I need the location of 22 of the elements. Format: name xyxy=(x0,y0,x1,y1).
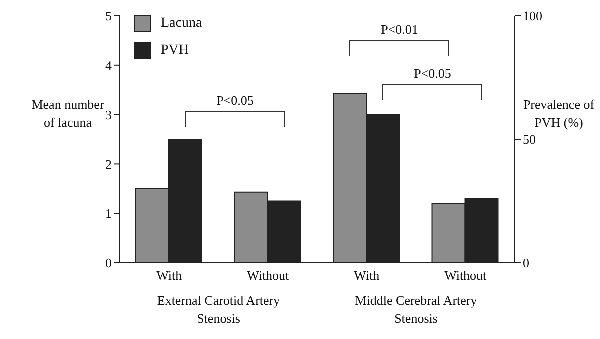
y2-axis-title: Prevalence of PVH (%) xyxy=(522,96,596,132)
text: External Carotid Artery Stenosis xyxy=(156,292,282,328)
x-tick-label: With xyxy=(354,268,380,284)
legend-label: Lacuna xyxy=(161,16,202,32)
annotation: P<0.05 xyxy=(216,93,255,110)
y2-tick-label: 50 xyxy=(523,132,536,148)
x-tick-label: Without xyxy=(247,268,290,284)
x-tick-label: With xyxy=(156,268,183,284)
annotation: P<0.01 xyxy=(380,22,420,38)
annotation: P<0.05 xyxy=(413,66,452,82)
legend-label: PVH xyxy=(161,42,190,58)
y2-tick-label: 0 xyxy=(523,256,530,271)
y2-tick-label: 100 xyxy=(523,8,542,24)
y-tick-label: 4 xyxy=(106,58,112,74)
y-tick-label: 2 xyxy=(106,156,112,172)
y-tick-label: 3 xyxy=(106,107,112,122)
text: Middle Cerebral Artery Stenosis xyxy=(354,292,478,328)
y-tick-label: 1 xyxy=(106,206,112,222)
y-axis-title: Mean number of lacuna xyxy=(30,96,106,132)
y-tick-label: 0 xyxy=(106,256,112,271)
x-tick-label: Without xyxy=(444,268,488,284)
y-tick-label: 5 xyxy=(106,8,112,24)
